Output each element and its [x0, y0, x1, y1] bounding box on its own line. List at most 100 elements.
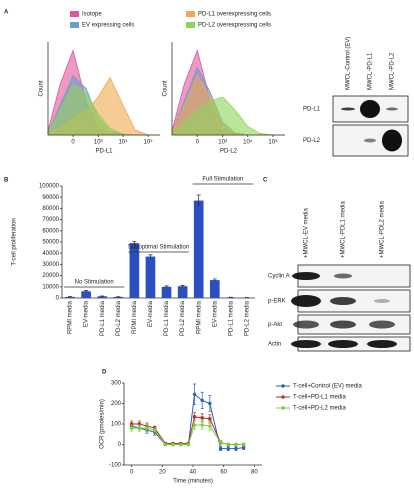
error-bar — [116, 296, 121, 298]
marker — [208, 401, 212, 406]
y-tick-label: 300 — [111, 381, 122, 387]
y-axis-label: Count — [39, 80, 45, 96]
marker — [226, 442, 230, 447]
x-tick-label: PD-L2 media — [116, 300, 122, 336]
x-tick-label: EV-media — [212, 300, 218, 327]
legend-label: Isotope — [82, 12, 102, 18]
error-bar — [196, 194, 201, 207]
legend-label: PD-L2 overexpressing cells — [198, 23, 271, 29]
blot-band — [364, 138, 376, 143]
column-label: +MWCL-EV media — [304, 207, 310, 258]
bar — [129, 243, 140, 298]
legend-swatch — [186, 11, 195, 17]
marker — [171, 442, 175, 447]
x-tick-label: 80 — [251, 470, 258, 476]
bar — [193, 200, 204, 298]
x-tick-label: 20 — [159, 470, 166, 476]
y-tick-label: 200 — [111, 401, 122, 407]
marker — [234, 442, 238, 447]
bar — [145, 256, 156, 298]
marker — [192, 392, 197, 396]
marker — [137, 422, 141, 426]
blot-band — [374, 299, 390, 303]
y-tick-label: 80000 — [42, 206, 59, 212]
y-tick-label: 50000 — [42, 240, 59, 246]
panel-label: C — [263, 178, 268, 184]
x-axis-label: PD-L1 — [95, 149, 113, 155]
blot-band — [334, 273, 352, 279]
error-bar — [180, 284, 185, 288]
error-bar — [68, 295, 73, 298]
marker — [145, 426, 149, 430]
x-tick-label: PD-L1 media — [228, 300, 234, 336]
error-bar — [84, 290, 89, 293]
x-tick-label: 40 — [190, 470, 197, 476]
legend-swatch — [70, 11, 79, 17]
x-tick-label: RPMI media — [68, 300, 74, 334]
x-tick-label: PD-L2 media — [245, 300, 251, 336]
y-tick-label: 0 — [118, 442, 122, 448]
blot-band — [382, 129, 402, 152]
y-axis-label: Count — [163, 80, 169, 96]
bar — [209, 280, 220, 298]
legend-label: EV expressing cells — [82, 23, 134, 29]
error-bar — [164, 285, 169, 288]
blot-band — [386, 107, 398, 111]
column-label: +MWCL-PDL1 media — [341, 200, 347, 258]
legend-label: PD-L1 overexpressing cells — [198, 12, 271, 18]
x-tick-label: 10⁵ — [268, 139, 278, 146]
marker — [200, 416, 204, 420]
marker — [192, 423, 197, 427]
marker — [200, 398, 204, 403]
x-tick-label: 0 — [71, 140, 75, 146]
x-tick-label: 0 — [130, 470, 134, 476]
y-axis-label: T-cell proliferation — [12, 218, 18, 265]
legend-label: T-cell+PD-L2 media — [293, 406, 347, 412]
bar — [226, 297, 236, 298]
x-tick-label: 10³ — [218, 140, 227, 146]
y-tick-label: 100000 — [39, 184, 60, 190]
panel-label: A — [4, 10, 9, 16]
y-tick-label: 100 — [111, 422, 122, 428]
marker — [226, 446, 230, 451]
x-axis-label: PD-L2 — [220, 149, 238, 155]
x-axis-label: Time (minutes) — [173, 479, 213, 485]
x-tick-label: PD-L1 media — [164, 300, 170, 336]
panel-label: D — [102, 370, 107, 376]
bar — [177, 286, 188, 298]
blot-band — [291, 295, 321, 307]
blot-band — [330, 297, 356, 305]
legend-marker — [281, 384, 285, 388]
blot-band — [367, 340, 397, 348]
marker — [218, 440, 223, 445]
bar — [81, 291, 91, 298]
legend-swatch — [186, 22, 195, 28]
marker — [200, 423, 204, 427]
legend-marker — [281, 406, 285, 410]
blot-band — [292, 272, 320, 280]
y-tick-label: 40000 — [42, 251, 59, 257]
marker — [208, 424, 212, 428]
y-axis-label: OCR (pmoles/min) — [100, 399, 106, 449]
row-label: PD-L1 — [303, 107, 321, 113]
panel-label: B — [4, 178, 9, 184]
row-label: PD-L2 — [303, 138, 321, 144]
annotation: No Stimulation — [75, 280, 114, 286]
y-tick-label: 10000 — [42, 284, 59, 290]
y-tick-label: 90000 — [42, 195, 59, 201]
x-tick-label: 60 — [220, 470, 227, 476]
column-label: MWCL-PD-L2 — [390, 52, 396, 90]
legend-swatch — [70, 22, 79, 28]
annotation: Suboptimal Stimulation — [128, 245, 189, 251]
row-label: Actin — [268, 342, 281, 348]
x-tick-label: EV-media — [84, 300, 90, 327]
column-label: MWCL-PD-L1 — [368, 52, 374, 90]
marker — [179, 442, 183, 447]
marker — [163, 442, 168, 447]
blot-band — [293, 320, 319, 329]
marker — [218, 446, 223, 451]
bar — [97, 296, 108, 298]
marker — [192, 415, 197, 419]
blot-band — [369, 320, 395, 329]
